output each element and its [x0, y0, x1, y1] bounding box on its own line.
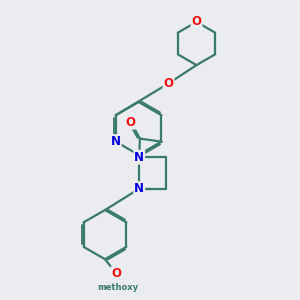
Text: N: N	[111, 135, 121, 148]
Text: methoxy: methoxy	[97, 283, 139, 292]
Text: N: N	[134, 151, 144, 164]
Text: O: O	[126, 116, 136, 129]
Text: O: O	[191, 15, 202, 28]
Text: O: O	[111, 267, 122, 280]
Text: O: O	[164, 77, 174, 90]
Text: N: N	[134, 182, 144, 195]
